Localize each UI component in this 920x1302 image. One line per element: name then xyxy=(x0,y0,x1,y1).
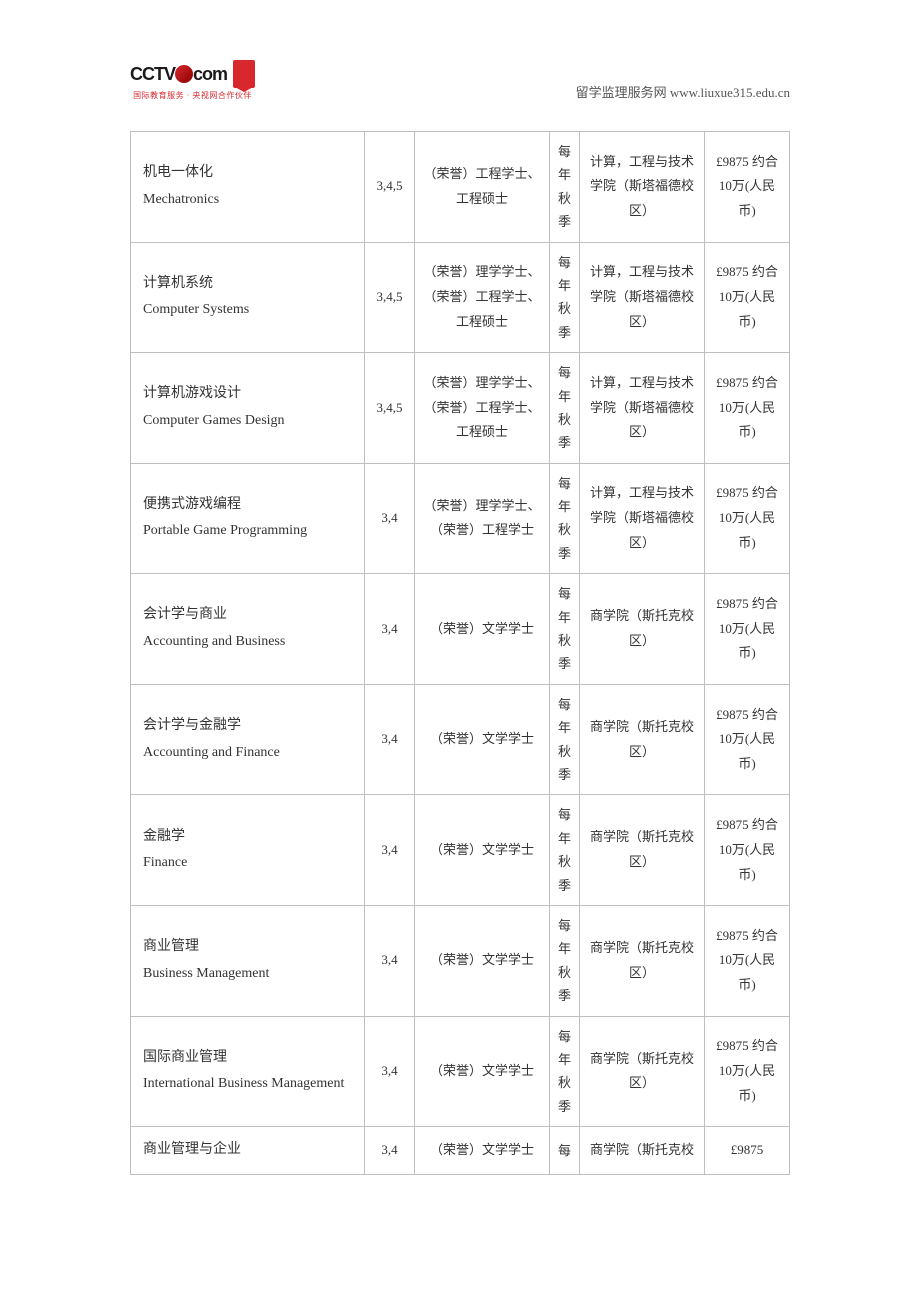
logo-top: CCTV com xyxy=(130,60,255,88)
logo: CCTV com 国际教育服务 · 央视网合作伙伴 xyxy=(130,60,255,101)
table-row: 金融学Finance3,4（荣誉）文学学士每年秋季商学院（斯托克校区）£9875… xyxy=(131,795,790,906)
table-row: 会计学与金融学Accounting and Finance3,4（荣誉）文学学士… xyxy=(131,684,790,795)
degree-cell: （荣誉）理学学士、（荣誉）工程学士、工程硕士 xyxy=(415,242,550,353)
table-row: 便携式游戏编程Portable Game Programming3,4（荣誉）理… xyxy=(131,463,790,574)
fee-cell: £9875 约合10万(人民币) xyxy=(705,905,790,1016)
fee-cell: £9875 约合10万(人民币) xyxy=(705,684,790,795)
duration-cell: 3,4,5 xyxy=(365,242,415,353)
degree-cell: （荣誉）工程学士、工程硕士 xyxy=(415,132,550,243)
logo-badge-icon xyxy=(233,60,255,88)
table-row: 计算机游戏设计Computer Games Design3,4,5（荣誉）理学学… xyxy=(131,353,790,464)
degree-cell: （荣誉）文学学士 xyxy=(415,905,550,1016)
intake-cell: 每年秋季 xyxy=(550,795,580,906)
program-name-cell: 商业管理Business Management xyxy=(131,905,365,1016)
table-row: 计算机系统Computer Systems3,4,5（荣誉）理学学士、（荣誉）工… xyxy=(131,242,790,353)
logo-cctv-text: CCTV xyxy=(130,64,175,85)
intake-cell: 每年秋季 xyxy=(550,574,580,685)
faculty-cell: 商学院（斯托克校区） xyxy=(580,1016,705,1127)
fee-cell: £9875 约合10万(人民币) xyxy=(705,574,790,685)
duration-cell: 3,4 xyxy=(365,905,415,1016)
page-header: CCTV com 国际教育服务 · 央视网合作伙伴 留学监理服务网 www.li… xyxy=(130,60,790,101)
degree-cell: （荣誉）理学学士、（荣誉）工程学士 xyxy=(415,463,550,574)
program-name-cell: 会计学与金融学Accounting and Finance xyxy=(131,684,365,795)
table-row: 国际商业管理International Business Management3… xyxy=(131,1016,790,1127)
degree-cell: （荣誉）理学学士、（荣誉）工程学士、工程硕士 xyxy=(415,353,550,464)
faculty-cell: 商学院（斯托克校 xyxy=(580,1127,705,1175)
faculty-cell: 商学院（斯托克校区） xyxy=(580,795,705,906)
intake-cell: 每年秋季 xyxy=(550,684,580,795)
duration-cell: 3,4 xyxy=(365,574,415,685)
fee-cell: £9875 约合10万(人民币) xyxy=(705,242,790,353)
intake-cell: 每年秋季 xyxy=(550,1016,580,1127)
degree-cell: （荣誉）文学学士 xyxy=(415,684,550,795)
fee-cell: £9875 约合10万(人民币) xyxy=(705,463,790,574)
faculty-cell: 计算，工程与技术学院（斯塔福德校区） xyxy=(580,242,705,353)
intake-cell: 每年秋季 xyxy=(550,132,580,243)
program-name-cell: 金融学Finance xyxy=(131,795,365,906)
intake-cell: 每年秋季 xyxy=(550,353,580,464)
faculty-cell: 计算，工程与技术学院（斯塔福德校区） xyxy=(580,132,705,243)
duration-cell: 3,4 xyxy=(365,1016,415,1127)
faculty-cell: 商学院（斯托克校区） xyxy=(580,574,705,685)
faculty-cell: 计算，工程与技术学院（斯塔福德校区） xyxy=(580,463,705,574)
degree-cell: （荣誉）文学学士 xyxy=(415,574,550,685)
fee-cell: £9875 约合10万(人民币) xyxy=(705,132,790,243)
duration-cell: 3,4,5 xyxy=(365,132,415,243)
program-name-cell: 机电一体化Mechatronics xyxy=(131,132,365,243)
intake-cell: 每年秋季 xyxy=(550,463,580,574)
intake-cell: 每年秋季 xyxy=(550,905,580,1016)
table-row: 机电一体化Mechatronics3,4,5（荣誉）工程学士、工程硕士每年秋季计… xyxy=(131,132,790,243)
programs-table: 机电一体化Mechatronics3,4,5（荣誉）工程学士、工程硕士每年秋季计… xyxy=(130,131,790,1175)
program-name-cell: 便携式游戏编程Portable Game Programming xyxy=(131,463,365,574)
fee-cell: £9875 约合10万(人民币) xyxy=(705,1016,790,1127)
duration-cell: 3,4 xyxy=(365,684,415,795)
degree-cell: （荣誉）文学学士 xyxy=(415,795,550,906)
header-website-text: 留学监理服务网 www.liuxue315.edu.cn xyxy=(576,82,790,101)
degree-cell: （荣誉）文学学士 xyxy=(415,1127,550,1175)
fee-cell: £9875 xyxy=(705,1127,790,1175)
table-row: 会计学与商业Accounting and Business3,4（荣誉）文学学士… xyxy=(131,574,790,685)
program-name-cell: 商业管理与企业 xyxy=(131,1127,365,1175)
faculty-cell: 计算，工程与技术学院（斯塔福德校区） xyxy=(580,353,705,464)
faculty-cell: 商学院（斯托克校区） xyxy=(580,684,705,795)
faculty-cell: 商学院（斯托克校区） xyxy=(580,905,705,1016)
logo-com-text: com xyxy=(193,64,227,85)
table-row: 商业管理与企业3,4（荣誉）文学学士每商学院（斯托克校£9875 xyxy=(131,1127,790,1175)
fee-cell: £9875 约合10万(人民币) xyxy=(705,353,790,464)
program-name-cell: 计算机游戏设计Computer Games Design xyxy=(131,353,365,464)
duration-cell: 3,4,5 xyxy=(365,353,415,464)
program-name-cell: 会计学与商业Accounting and Business xyxy=(131,574,365,685)
intake-cell: 每年秋季 xyxy=(550,242,580,353)
table-row: 商业管理Business Management3,4（荣誉）文学学士每年秋季商学… xyxy=(131,905,790,1016)
duration-cell: 3,4 xyxy=(365,795,415,906)
degree-cell: （荣誉）文学学士 xyxy=(415,1016,550,1127)
program-name-cell: 计算机系统Computer Systems xyxy=(131,242,365,353)
fee-cell: £9875 约合10万(人民币) xyxy=(705,795,790,906)
program-name-cell: 国际商业管理International Business Management xyxy=(131,1016,365,1127)
intake-cell: 每 xyxy=(550,1127,580,1175)
duration-cell: 3,4 xyxy=(365,1127,415,1175)
duration-cell: 3,4 xyxy=(365,463,415,574)
logo-circle-icon xyxy=(175,65,193,83)
